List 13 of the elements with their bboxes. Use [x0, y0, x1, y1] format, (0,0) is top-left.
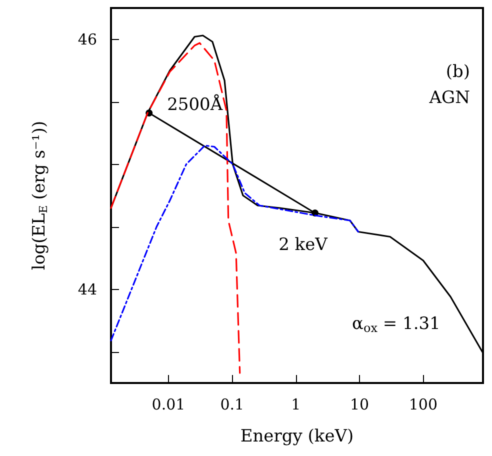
x-tick-label: 0.01	[152, 396, 186, 414]
annotation: 2 keV	[278, 235, 328, 255]
x-tick-label: 1	[291, 396, 301, 414]
y-tick-label: 44	[78, 280, 97, 298]
annotation: (b)	[446, 62, 470, 82]
x-axis-title: Energy (keV)	[240, 426, 354, 446]
y-tick-label: 46	[78, 30, 97, 48]
annotation: 2500Å	[167, 94, 224, 115]
y-axis-title: log(ELE (erg s⁻¹))	[30, 120, 50, 270]
x-tick-label: 10	[350, 396, 370, 414]
x-tick-label: 0.1	[220, 396, 244, 414]
x-tick-label: 100	[408, 396, 438, 414]
annotation: AGN	[428, 88, 470, 108]
